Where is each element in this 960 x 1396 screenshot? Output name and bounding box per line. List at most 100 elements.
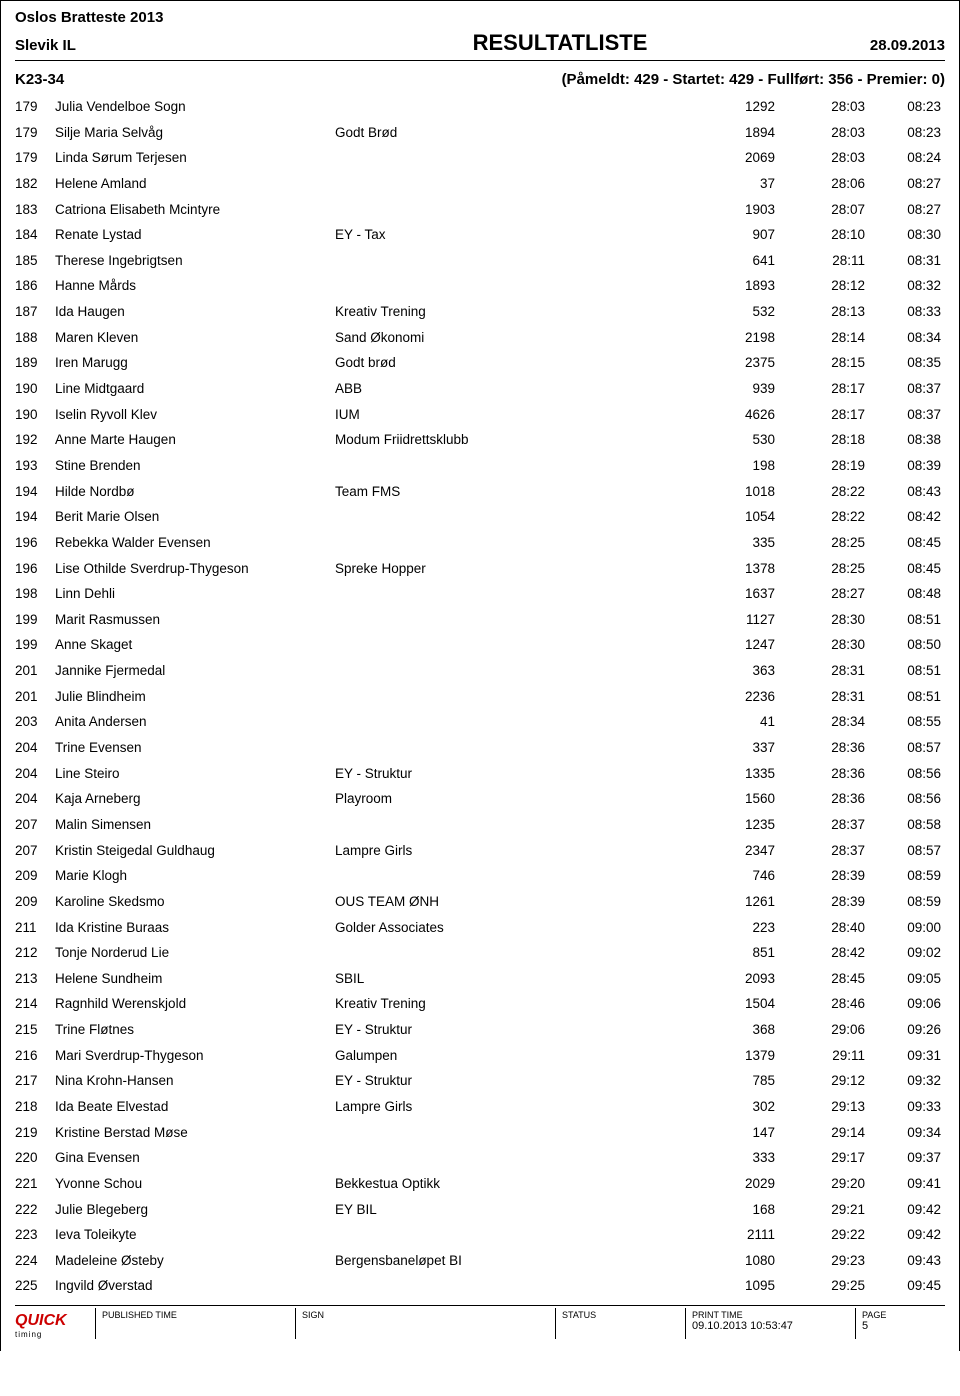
athlete-name: Helene Sundheim	[55, 966, 335, 992]
athlete-name: Kaja Arneberg	[55, 786, 335, 812]
bib: 851	[725, 940, 785, 966]
time-2: 08:56	[865, 786, 945, 812]
table-row: 216Mari Sverdrup-ThygesonGalumpen137929:…	[15, 1043, 945, 1069]
print-label: PRINT TIME	[692, 1310, 849, 1320]
team	[335, 735, 595, 761]
time-1: 28:42	[785, 940, 865, 966]
athlete-name: Marit Rasmussen	[55, 607, 335, 633]
athlete-name: Linda Sørum Terjesen	[55, 145, 335, 171]
place: 186	[15, 273, 55, 299]
time-2: 09:37	[865, 1145, 945, 1171]
table-row: 185Therese Ingebrigtsen64128:1108:31	[15, 248, 945, 274]
bib: 530	[725, 427, 785, 453]
team	[335, 940, 595, 966]
footer-sign: SIGN	[295, 1308, 555, 1339]
athlete-name: Ida Kristine Buraas	[55, 915, 335, 941]
bib: 147	[725, 1120, 785, 1146]
table-row: 198Linn Dehli163728:2708:48	[15, 581, 945, 607]
time-1: 28:25	[785, 530, 865, 556]
team	[335, 658, 595, 684]
place: 218	[15, 1094, 55, 1120]
time-2: 08:31	[865, 248, 945, 274]
team: EY - Tax	[335, 222, 595, 248]
table-row: 219Kristine Berstad Møse14729:1409:34	[15, 1120, 945, 1146]
place: 220	[15, 1145, 55, 1171]
athlete-name: Stine Brenden	[55, 453, 335, 479]
team	[335, 248, 595, 274]
header-row: Slevik IL RESULTATLISTE 28.09.2013	[15, 30, 945, 61]
place: 185	[15, 248, 55, 274]
place: 179	[15, 120, 55, 146]
team: Team FMS	[335, 479, 595, 505]
athlete-name: Helene Amland	[55, 171, 335, 197]
table-row: 196Lise Othilde Sverdrup-ThygesonSpreke …	[15, 556, 945, 582]
athlete-name: Yvonne Schou	[55, 1171, 335, 1197]
athlete-name: Kristine Berstad Møse	[55, 1120, 335, 1146]
athlete-name: Tonje Norderud Lie	[55, 940, 335, 966]
team: Golder Associates	[335, 915, 595, 941]
time-2: 08:51	[865, 658, 945, 684]
place: 204	[15, 786, 55, 812]
athlete-name: Catriona Elisabeth Mcintyre	[55, 197, 335, 223]
table-row: 204Line SteiroEY - Struktur133528:3608:5…	[15, 761, 945, 787]
bib: 2375	[725, 350, 785, 376]
place: 225	[15, 1273, 55, 1299]
time-2: 08:33	[865, 299, 945, 325]
logo-subtext: timing	[15, 1330, 95, 1339]
table-row: 213Helene SundheimSBIL209328:4509:05	[15, 966, 945, 992]
time-2: 08:38	[865, 427, 945, 453]
page-title: RESULTATLISTE	[295, 30, 825, 56]
time-2: 08:43	[865, 479, 945, 505]
team: EY BIL	[335, 1197, 595, 1223]
bib: 168	[725, 1197, 785, 1223]
time-1: 29:11	[785, 1043, 865, 1069]
table-row: 209Marie Klogh74628:3908:59	[15, 863, 945, 889]
time-1: 28:30	[785, 632, 865, 658]
bib: 198	[725, 453, 785, 479]
bib: 1378	[725, 556, 785, 582]
time-1: 28:03	[785, 145, 865, 171]
team: ABB	[335, 376, 595, 402]
bib: 368	[725, 1017, 785, 1043]
bib: 939	[725, 376, 785, 402]
place: 199	[15, 607, 55, 633]
time-1: 29:13	[785, 1094, 865, 1120]
time-2: 08:55	[865, 709, 945, 735]
time-1: 28:13	[785, 299, 865, 325]
table-row: 220Gina Evensen33329:1709:37	[15, 1145, 945, 1171]
place: 179	[15, 94, 55, 120]
time-2: 08:48	[865, 581, 945, 607]
time-2: 08:56	[865, 761, 945, 787]
team	[335, 812, 595, 838]
time-1: 28:06	[785, 171, 865, 197]
team	[335, 1145, 595, 1171]
table-row: 179Linda Sørum Terjesen206928:0308:24	[15, 145, 945, 171]
athlete-name: Hanne Mårds	[55, 273, 335, 299]
bib: 1080	[725, 1248, 785, 1274]
time-2: 08:59	[865, 889, 945, 915]
time-2: 09:45	[865, 1273, 945, 1299]
bib: 302	[725, 1094, 785, 1120]
time-1: 28:27	[785, 581, 865, 607]
bib: 223	[725, 915, 785, 941]
time-1: 28:39	[785, 863, 865, 889]
time-2: 08:59	[865, 863, 945, 889]
category-summary: (Påmeldt: 429 - Startet: 429 - Fullført:…	[562, 71, 945, 88]
bib: 363	[725, 658, 785, 684]
team	[335, 530, 595, 556]
athlete-name: Ingvild Øverstad	[55, 1273, 335, 1299]
time-1: 28:22	[785, 504, 865, 530]
time-2: 09:26	[865, 1017, 945, 1043]
team: Lampre Girls	[335, 838, 595, 864]
table-row: 190Line MidtgaardABB93928:1708:37	[15, 376, 945, 402]
place: 207	[15, 838, 55, 864]
time-2: 09:42	[865, 1222, 945, 1248]
place: 224	[15, 1248, 55, 1274]
time-1: 28:36	[785, 761, 865, 787]
athlete-name: Karoline Skedsmo	[55, 889, 335, 915]
category-row: K23-34 (Påmeldt: 429 - Startet: 429 - Fu…	[15, 71, 945, 88]
team	[335, 197, 595, 223]
time-1: 28:03	[785, 120, 865, 146]
team: Lampre Girls	[335, 1094, 595, 1120]
place: 201	[15, 658, 55, 684]
